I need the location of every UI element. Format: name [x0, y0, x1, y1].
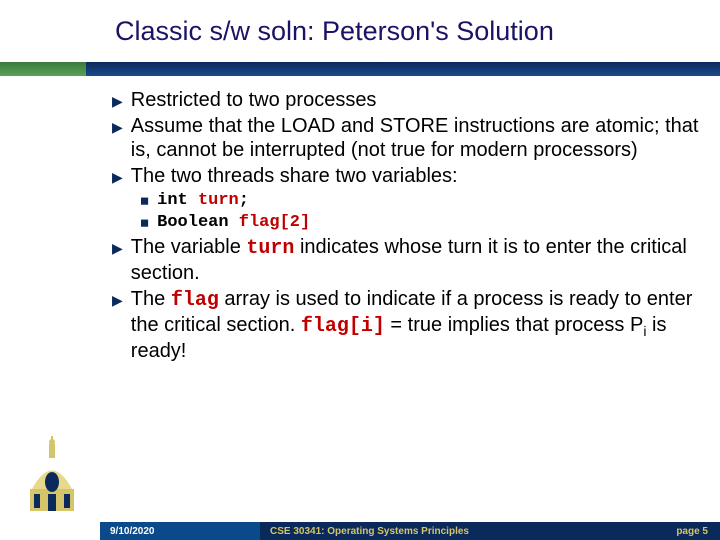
- bullet-item: ▶ The flag array is used to indicate if …: [112, 287, 700, 364]
- sub-bullet-item: ◼ Boolean flag[2]: [140, 212, 700, 233]
- header-blue-strip: [0, 62, 720, 76]
- dome-icon: [22, 434, 82, 514]
- header-green-strip: [0, 62, 86, 76]
- bullet-item: ▶ The two threads share two variables:: [112, 164, 700, 188]
- bullet-marker-icon: ▶: [112, 119, 123, 136]
- bullet-text: The variable turn indicates whose turn i…: [131, 235, 700, 285]
- footer-date: 9/10/2020: [100, 522, 260, 540]
- footer-page: page 5: [640, 522, 720, 540]
- bullet-item: ▶ The variable turn indicates whose turn…: [112, 235, 700, 285]
- footer: 9/10/2020 CSE 30341: Operating Systems P…: [0, 522, 720, 540]
- bullet-text: The two threads share two variables:: [131, 164, 458, 188]
- slide-title: Classic s/w soln: Peterson's Solution: [115, 16, 554, 47]
- code-text: Boolean flag[2]: [157, 212, 310, 233]
- bullet-text: Assume that the LOAD and STORE instructi…: [131, 114, 700, 162]
- bullet-marker-icon: ▶: [112, 93, 123, 110]
- bullet-marker-icon: ▶: [112, 240, 123, 257]
- bullet-marker-icon: ▶: [112, 169, 123, 186]
- footer-spacer: [0, 522, 100, 540]
- bullet-text: Restricted to two processes: [131, 88, 377, 112]
- bullet-text: The flag array is used to indicate if a …: [131, 287, 700, 364]
- bullet-item: ▶ Restricted to two processes: [112, 88, 700, 112]
- sub-bullet-item: ◼ int turn;: [140, 190, 700, 211]
- sub-bullet-marker-icon: ◼: [140, 195, 149, 209]
- title-bar: Classic s/w soln: Peterson's Solution: [0, 0, 720, 62]
- slide: Classic s/w soln: Peterson's Solution ▶ …: [0, 0, 720, 540]
- code-text: int turn;: [157, 190, 249, 211]
- footer-course: CSE 30341: Operating Systems Principles: [260, 522, 640, 540]
- left-column: [0, 76, 100, 540]
- bullet-marker-icon: ▶: [112, 292, 123, 309]
- sub-bullet-marker-icon: ◼: [140, 217, 149, 231]
- content-area: ▶ Restricted to two processes ▶ Assume t…: [112, 88, 700, 365]
- bullet-item: ▶ Assume that the LOAD and STORE instruc…: [112, 114, 700, 162]
